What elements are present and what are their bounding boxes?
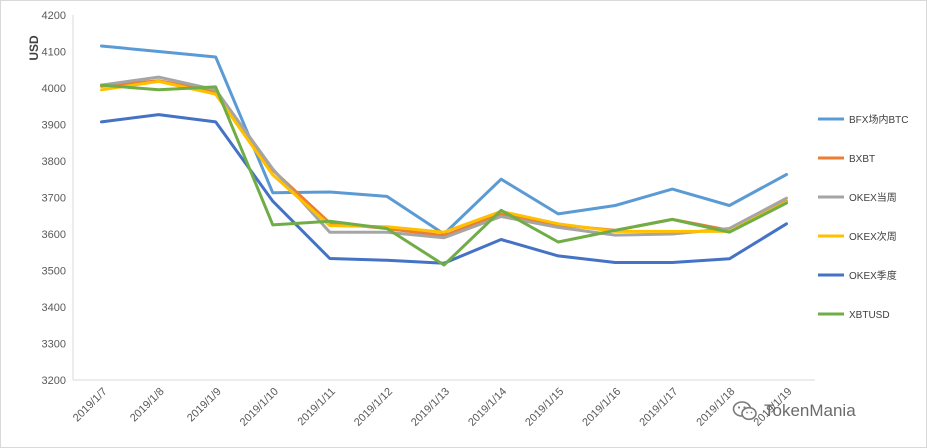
series-line-2 <box>100 79 788 238</box>
x-tick-label: 2019/1/10 <box>238 386 281 429</box>
y-tick-label: 4000 <box>42 83 66 95</box>
legend-label: OKEX次周 <box>849 230 897 243</box>
y-tick-label: 3800 <box>42 156 66 168</box>
y-tick-label: 3600 <box>42 229 66 241</box>
x-tick-label: 2019/1/11 <box>295 386 338 429</box>
y-tick-label: 3400 <box>42 302 66 314</box>
series-line-5 <box>100 113 788 265</box>
watermark: TokenMania <box>732 398 856 424</box>
x-tick-label: 2019/1/7 <box>71 386 110 425</box>
y-tick-label: 3200 <box>42 375 66 387</box>
legend: BFX场内BTC BXBT OKEX当周 OKEX次周 OKEX季度 XBTUSD <box>818 113 908 321</box>
y-tick-label: 3500 <box>42 266 66 278</box>
y-tick-label: 3700 <box>42 193 66 205</box>
x-tick-label: 2019/1/15 <box>523 386 566 429</box>
legend-label: BXBT <box>849 154 875 165</box>
x-tick-label: 2019/1/13 <box>409 386 452 429</box>
x-tick-label: 2019/1/9 <box>185 386 224 425</box>
x-tick-label: 2019/1/16 <box>580 386 623 429</box>
x-tick-label: 2019/1/14 <box>466 386 509 429</box>
y-axis-ticks: 3200 3300 3400 3500 3600 3700 3800 3900 4000 4100… <box>42 10 66 387</box>
series-line-3 <box>100 75 788 240</box>
x-axis-ticks: 2019/1/7 2019/1/8 2019/1/9 2019/1/10 2019/1/… <box>71 386 795 429</box>
axes <box>72 15 815 381</box>
series-line-4 <box>100 79 788 234</box>
wechat-icon <box>732 401 757 421</box>
y-tick-label: 3300 <box>42 339 66 351</box>
x-tick-label: 2019/1/17 <box>637 386 680 429</box>
legend-label: OKEX当周 <box>849 191 897 204</box>
legend-label: XBTUSD <box>849 310 890 321</box>
watermark-text: TokenMania <box>764 401 856 420</box>
series-line-6 <box>100 83 788 267</box>
x-tick-label: 2019/1/12 <box>352 386 395 429</box>
y-tick-label: 3900 <box>42 120 66 132</box>
y-tick-label: 4200 <box>42 10 66 22</box>
series-lines <box>100 44 788 267</box>
x-tick-label: 2019/1/8 <box>128 386 167 425</box>
y-axis-title: USD <box>27 35 41 61</box>
legend-label: BFX场内BTC <box>849 113 908 126</box>
series-line-1 <box>100 44 788 236</box>
legend-label: OKEX季度 <box>849 269 897 282</box>
y-tick-label: 4100 <box>42 47 66 59</box>
